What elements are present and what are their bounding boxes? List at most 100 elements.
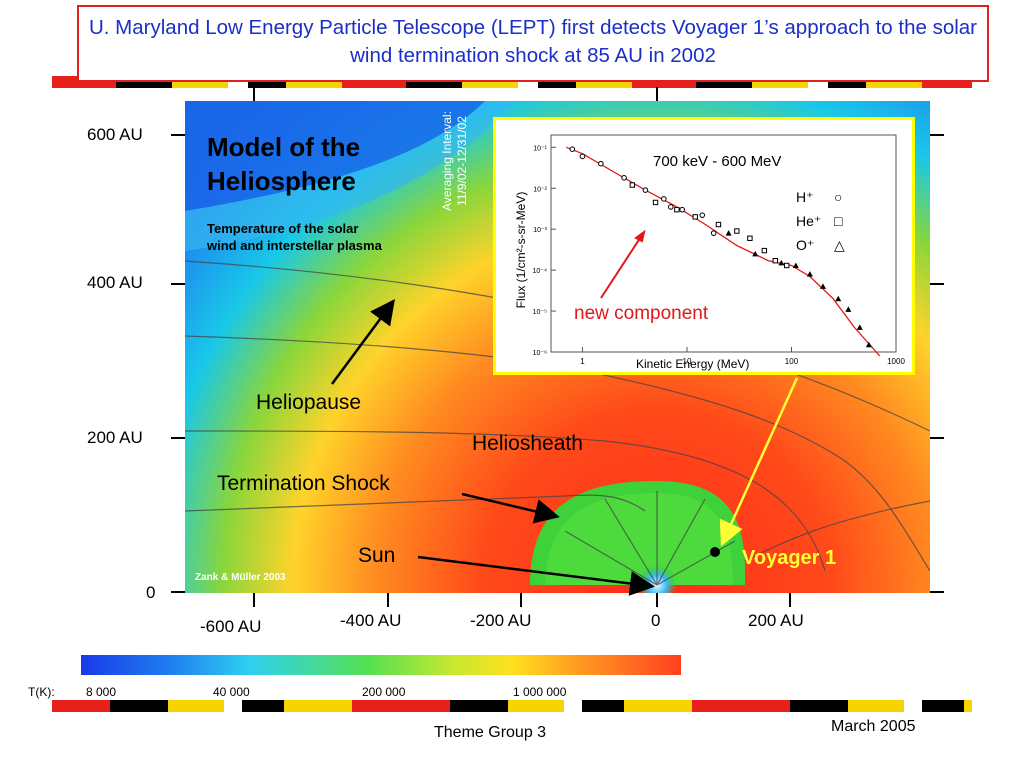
y-axis-label: 0 (146, 583, 156, 602)
y-axis-label: 600 AU (87, 125, 143, 144)
model-subtitle-line1: Temperature of the solar (207, 221, 359, 236)
x-axis-label: -200 AU (470, 611, 532, 630)
y-tick (930, 591, 944, 593)
x-tick (387, 593, 389, 607)
inset-plot-frame (550, 134, 897, 353)
x-tick (253, 87, 255, 101)
h-data-point (579, 153, 586, 160)
h-data-point (642, 187, 649, 193)
inset-legend: H⁺ ○ He⁺ □ O⁺ △ (796, 185, 845, 257)
model-heading: Model of the Heliosphere (207, 130, 360, 198)
heliopause-arrow (330, 298, 395, 385)
o-data-point (819, 283, 826, 289)
model-heading-line1: Model of the (207, 132, 361, 162)
y-tick-label: 10⁻⁶ (533, 350, 547, 357)
he-data-point (734, 228, 740, 234)
date-label: March 2005 (831, 718, 916, 735)
h-data-point (598, 160, 604, 167)
y-tick (930, 283, 944, 285)
legend-label-he: He⁺ (796, 213, 822, 229)
o-data-point (835, 295, 842, 302)
model-subtitle: Temperature of the solar wind and inters… (207, 220, 382, 254)
inset-xlabel: Kinetic Energy (MeV) (636, 357, 750, 371)
colorbar-tick: 1 000 000 (513, 685, 567, 699)
colorbar-tick: 8 000 (86, 685, 117, 699)
voyager-label: Voyager 1 (742, 547, 836, 570)
x-tick-label: 10 (683, 357, 692, 366)
he-data-point (772, 257, 778, 264)
sun-label: Sun (358, 544, 396, 567)
legend-item: H⁺ ○ (796, 185, 845, 209)
x-tick-label: 1000 (887, 357, 905, 366)
he-data-point (674, 206, 680, 213)
x-axis-label: -400 AU (340, 611, 402, 630)
y-tick-label: 10⁻⁵ (533, 309, 547, 316)
colorbar-tick: 200 000 (362, 685, 406, 699)
o-data-point (725, 230, 732, 236)
sun-arrow (417, 555, 655, 596)
colorbar-label: T(K): (28, 685, 55, 699)
h-data-point (667, 204, 674, 210)
x-tick-label: 1 (580, 357, 585, 366)
y-tick-label: 10⁻³ (533, 227, 547, 234)
x-tick-label: 100 (785, 357, 799, 366)
h-data-point (660, 196, 667, 202)
spectrum-inset: 1 10 100 1000 10⁻¹ 10⁻² 10⁻³ 10⁻⁴ 10⁻⁵ 10⁻⁶ 700 k… (493, 117, 915, 375)
o-data-point (865, 341, 872, 348)
colorbar-tick: 40 000 (213, 685, 250, 699)
inset-ylabel: Flux (1/cm²-s-sr-MeV) (514, 191, 528, 309)
triangle-icon: △ (834, 237, 845, 253)
he-data-point (629, 182, 636, 188)
circle-icon: ○ (834, 189, 843, 205)
voyager-label-text: Voyager 1 (742, 547, 837, 569)
new-component-arrow (600, 231, 645, 299)
y-tick-label: 10⁻² (533, 186, 547, 193)
he-data-point (692, 214, 698, 220)
y-tick (930, 437, 944, 439)
h-data-point (679, 206, 685, 213)
x-axis-label: -600 AU (200, 617, 262, 636)
h-data-point (621, 175, 627, 181)
y-tick (171, 134, 185, 136)
he-data-point (652, 199, 659, 206)
h-data-point (569, 146, 576, 152)
y-tick (171, 283, 185, 285)
y-axis-label: 400 AU (87, 273, 143, 292)
o-data-point (778, 259, 785, 266)
termination-shock-arrow (461, 492, 560, 524)
o-data-point (845, 306, 852, 312)
legend-label-o: O⁺ (796, 237, 815, 253)
y-tick-label: 10⁻⁴ (533, 268, 548, 275)
model-heading-line2: Heliosphere (207, 166, 356, 196)
energy-range-label: 700 keV - 600 MeV (653, 153, 782, 170)
voyager-marker (710, 547, 720, 557)
legend-item: He⁺ □ (796, 209, 845, 233)
o-data-point (856, 324, 863, 330)
he-data-point (715, 221, 722, 228)
o-data-point (806, 271, 813, 277)
new-component-arrowhead (634, 229, 646, 243)
fit-curve (566, 146, 881, 357)
new-component-label: new component (574, 303, 709, 324)
y-tick-label: 10⁻¹ (533, 145, 547, 152)
heliosheath-label: Heliosheath (472, 432, 583, 455)
spectrum-plot: 1 10 100 1000 10⁻¹ 10⁻² 10⁻³ 10⁻⁴ 10⁻⁵ 10⁻⁶ (533, 134, 905, 366)
x-tick (656, 87, 658, 101)
o-data-point (752, 250, 759, 257)
termination-shock-label: Termination Shock (217, 472, 390, 495)
heliopause-label: Heliopause (256, 391, 362, 414)
y-tick (171, 437, 185, 439)
x-axis-label: 200 AU (748, 611, 804, 630)
h-data-point (699, 212, 706, 218)
theme-group-label: Theme Group 3 (434, 724, 547, 741)
y-axis-label: 200 AU (87, 428, 143, 447)
voyager-arrow (719, 377, 799, 547)
slide-title: U. Maryland Low Energy Particle Telescop… (77, 5, 989, 82)
h-data-point (710, 230, 717, 236)
he-data-point (761, 247, 768, 254)
he-data-point (784, 262, 790, 269)
model-subtitle-line2: wind and interstellar plasma (207, 238, 382, 253)
temperature-colorbar (81, 655, 681, 675)
x-tick (656, 593, 658, 607)
